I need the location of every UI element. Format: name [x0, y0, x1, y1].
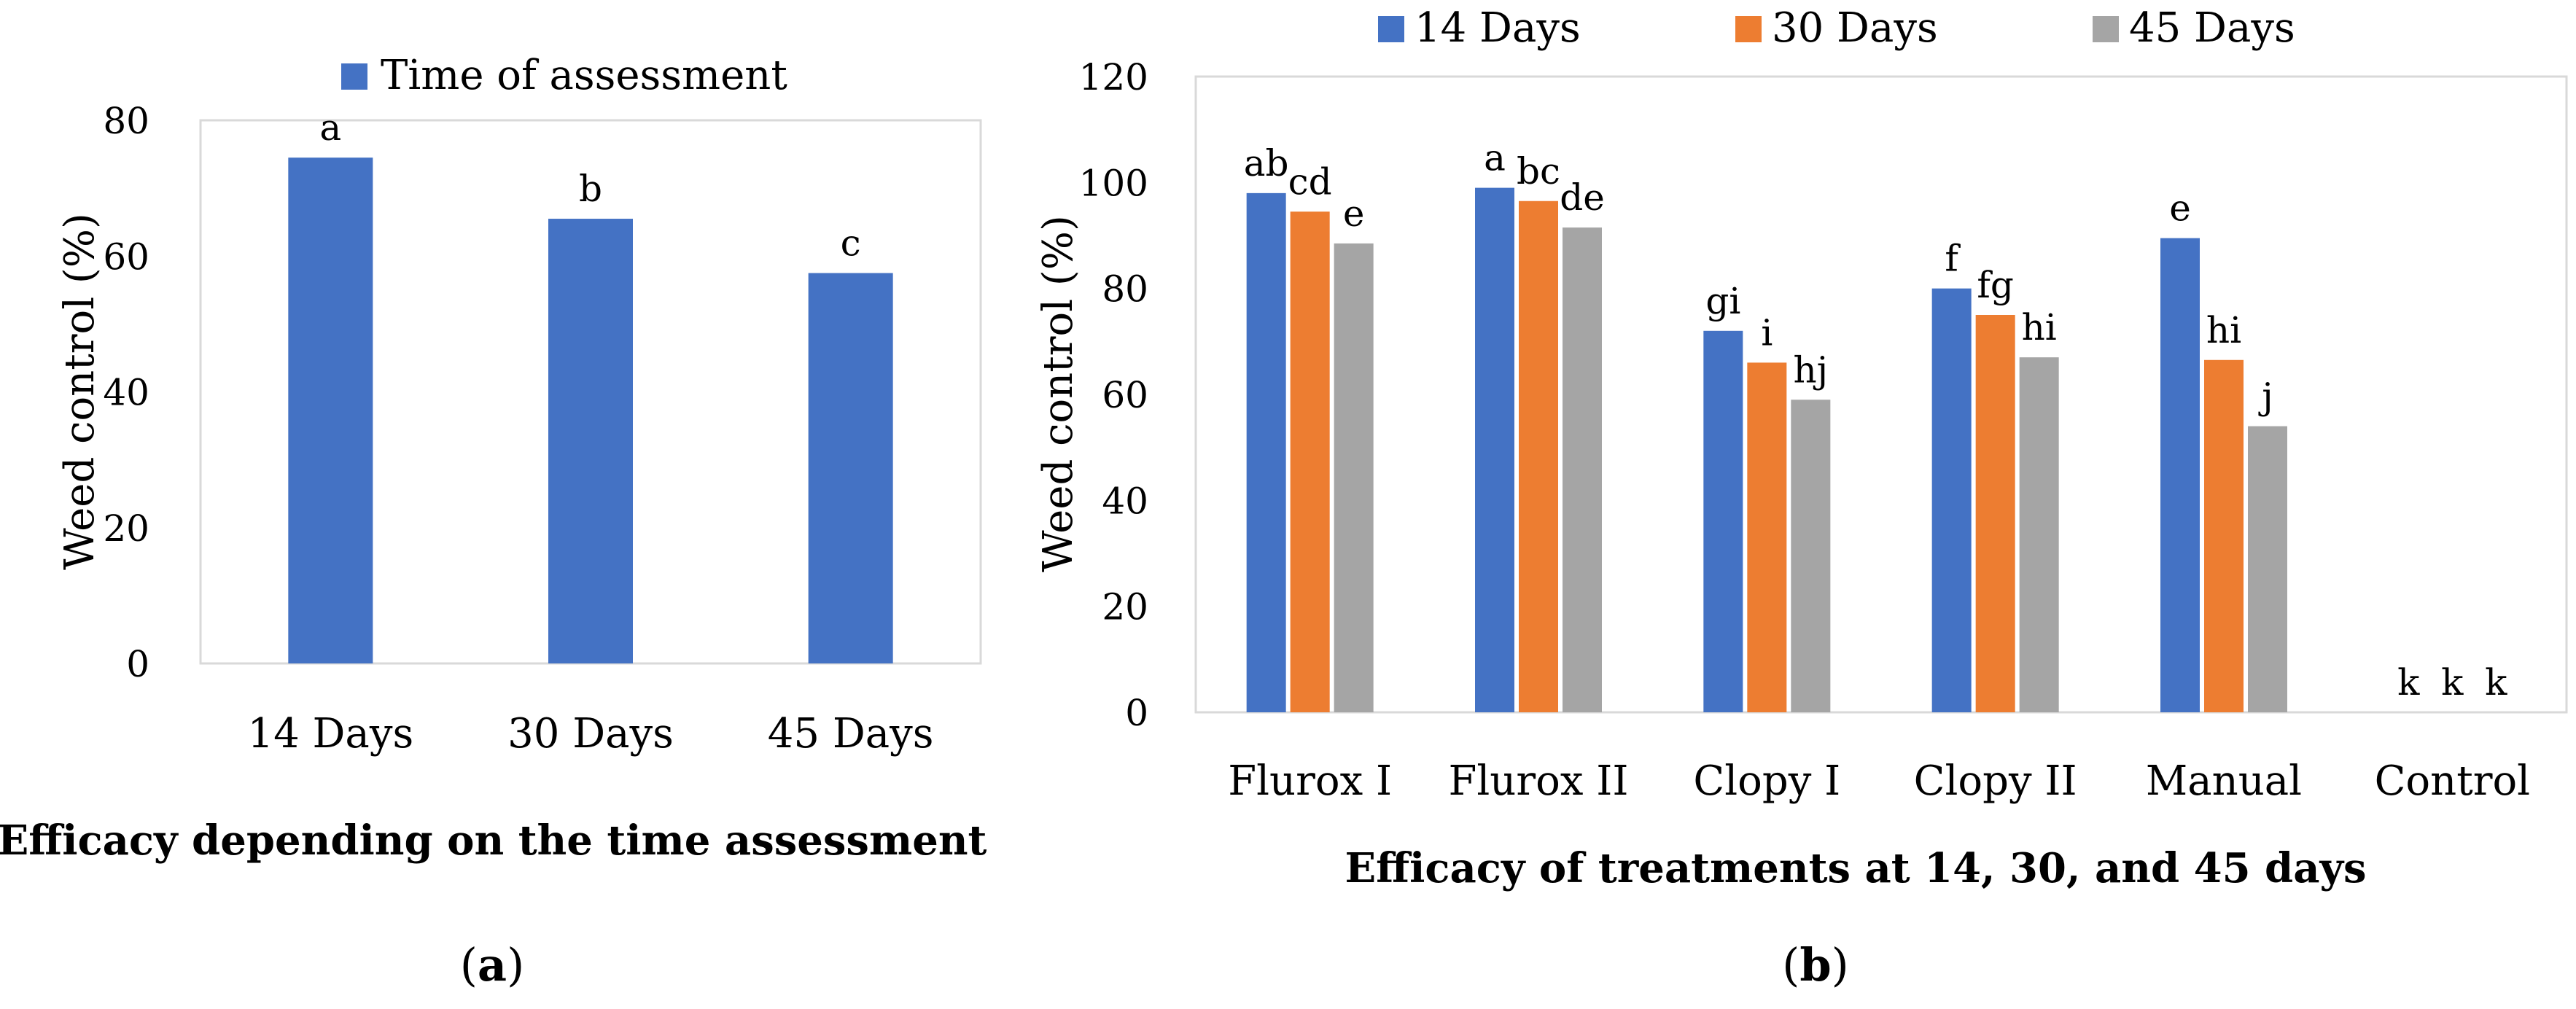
- chart-b-bar-flurox-ii-14-days: [1475, 187, 1514, 713]
- chart-b-bar-label-flurox-ii-30-days: bc: [1517, 150, 1560, 192]
- chart-b-bar-clopy-i-14-days: [1703, 330, 1743, 712]
- chart-b-bar-label-clopy-i-30-days: i: [1761, 311, 1773, 354]
- chart-a-y-tick-40: 40: [103, 372, 149, 414]
- chart-a-y-tick-80: 80: [103, 100, 149, 142]
- chart-b-y-tick-100: 100: [1079, 162, 1148, 204]
- chart-b-bar-label-clopy-i-45-days: hj: [1793, 348, 1828, 391]
- chart-b-bar-label-clopy-ii-45-days: hi: [2022, 306, 2057, 348]
- chart-b-bar-flurox-i-14-days: [1246, 192, 1286, 712]
- chart-b-bar-clopy-ii-30-days: [1975, 315, 2015, 712]
- chart-b-legend-label-45-days: 45 Days: [2129, 4, 2295, 52]
- chart-b-bar-label-control-30-days: k: [2441, 661, 2464, 704]
- chart-b-bar-manual-30-days: [2204, 359, 2244, 712]
- chart-b-bar-clopy-i-30-days: [1747, 362, 1787, 712]
- chart-b-bar-label-flurox-i-45-days: e: [1343, 192, 1365, 235]
- chart-b-legend: 14 Days 30 Days 45 Days: [1378, 4, 2295, 52]
- chart-a-x-tick-14-days: 14 Days: [247, 710, 413, 757]
- chart-a-y-tick-20: 20: [103, 507, 149, 550]
- chart-b-x-tick-clopy-ii: Clopy II: [1914, 757, 2077, 805]
- chart-b-bar-label-clopy-i-14-days: gi: [1705, 280, 1740, 322]
- chart-b-bar-label-clopy-ii-30-days: fg: [1977, 264, 2014, 306]
- chart-a-title: Efficacy depending on the time assessmen…: [0, 817, 987, 865]
- chart-b-legend-label-30-days: 30 Days: [1772, 4, 1938, 52]
- chart-b-x-tick-clopy-i: Clopy I: [1693, 757, 1840, 805]
- chart-b-bar-clopy-ii-14-days: [1931, 288, 1972, 713]
- chart-b-bar-label-flurox-ii-45-days: de: [1560, 176, 1605, 219]
- chart-b-bar-label-manual-14-days: e: [2169, 187, 2191, 230]
- chart-a-x-tick-45-days: 45 Days: [768, 710, 934, 757]
- chart-a-bar-label-14-days-time-of-assessment: a: [319, 106, 341, 149]
- chart-a-y-axis-label: Weed control (%): [56, 213, 104, 570]
- chart-b-bar-manual-45-days: [2248, 426, 2287, 712]
- chart-b-plot-area: [1194, 75, 2568, 714]
- chart-b-bar-clopy-i-45-days: [1791, 400, 1831, 712]
- chart-b-y-tick-20: 20: [1102, 586, 1148, 628]
- chart-b-bar-label-control-45-days: k: [2485, 661, 2507, 704]
- chart-b-x-tick-flurox-i: Flurox I: [1228, 757, 1392, 805]
- chart-a-y-tick-0: 0: [126, 643, 149, 685]
- chart-b-legend-swatch-45-days: [2093, 16, 2119, 42]
- chart-b-y-tick-120: 120: [1079, 56, 1148, 98]
- chart-b-bar-label-flurox-i-30-days: cd: [1288, 160, 1332, 203]
- chart-b-x-tick-flurox-ii: Flurox II: [1449, 757, 1629, 805]
- chart-b-bar-label-manual-45-days: j: [2258, 375, 2273, 418]
- chart-a-bar-label-30-days-time-of-assessment: b: [579, 168, 602, 210]
- chart-b-x-tick-control: Control: [2375, 757, 2531, 805]
- chart-a-legend-label: Time of assessment: [381, 52, 787, 99]
- chart-b-bar-flurox-ii-30-days: [1519, 200, 1558, 712]
- chart-b-bar-label-control-14-days: k: [2397, 661, 2420, 704]
- chart-b-panel-caption: (b): [1782, 938, 1849, 992]
- chart-b-bar-flurox-i-45-days: [1334, 243, 1374, 712]
- chart-a-bar-14-days-time-of-assessment: [288, 157, 373, 663]
- chart-b-panel-letter: b: [1799, 938, 1831, 992]
- chart-a-bar-label-45-days-time-of-assessment: c: [841, 222, 861, 265]
- chart-b-bar-clopy-ii-45-days: [2019, 357, 2059, 712]
- chart-a-panel-letter: a: [478, 938, 507, 992]
- chart-b-bar-label-clopy-ii-14-days: f: [1945, 238, 1961, 280]
- chart-b-bar-flurox-ii-45-days: [1563, 227, 1602, 713]
- chart-b-bar-manual-14-days: [2160, 238, 2200, 713]
- chart-b-legend-swatch-30-days: [1735, 16, 1762, 42]
- chart-b-y-tick-40: 40: [1102, 480, 1148, 522]
- chart-b-title: Efficacy of treatments at 14, 30, and 45…: [1345, 844, 2366, 892]
- chart-b-bar-label-flurox-i-14-days: ab: [1244, 142, 1289, 184]
- chart-a-legend-swatch: [341, 63, 367, 90]
- chart-b-y-tick-60: 60: [1102, 374, 1148, 416]
- chart-b-legend-swatch-14-days: [1378, 16, 1404, 42]
- chart-b-bar-label-flurox-ii-14-days: a: [1484, 137, 1506, 179]
- chart-b-bar-flurox-i-30-days: [1290, 211, 1330, 712]
- chart-a-x-tick-30-days: 30 Days: [507, 710, 674, 757]
- chart-a: 0 20 40 60 80 a b c 14 Days 30 Days 45 Days Time…: [0, 52, 987, 992]
- chart-b-y-tick-0: 0: [1125, 692, 1148, 734]
- chart-b-y-axis-label: Weed control (%): [1035, 215, 1082, 572]
- chart-b-x-tick-manual: Manual: [2146, 757, 2302, 805]
- chart-a-panel-caption: (a): [460, 938, 525, 992]
- chart-a-bar-45-days-time-of-assessment: [808, 273, 893, 663]
- chart-b-legend-label-14-days: 14 Days: [1415, 4, 1581, 52]
- chart-a-y-tick-60: 60: [103, 235, 149, 278]
- chart-a-bar-30-days-time-of-assessment: [548, 219, 633, 663]
- chart-b-bar-label-manual-30-days: hi: [2206, 309, 2241, 351]
- chart-b-y-tick-80: 80: [1102, 268, 1148, 311]
- chart-a-legend: Time of assessment: [341, 52, 787, 99]
